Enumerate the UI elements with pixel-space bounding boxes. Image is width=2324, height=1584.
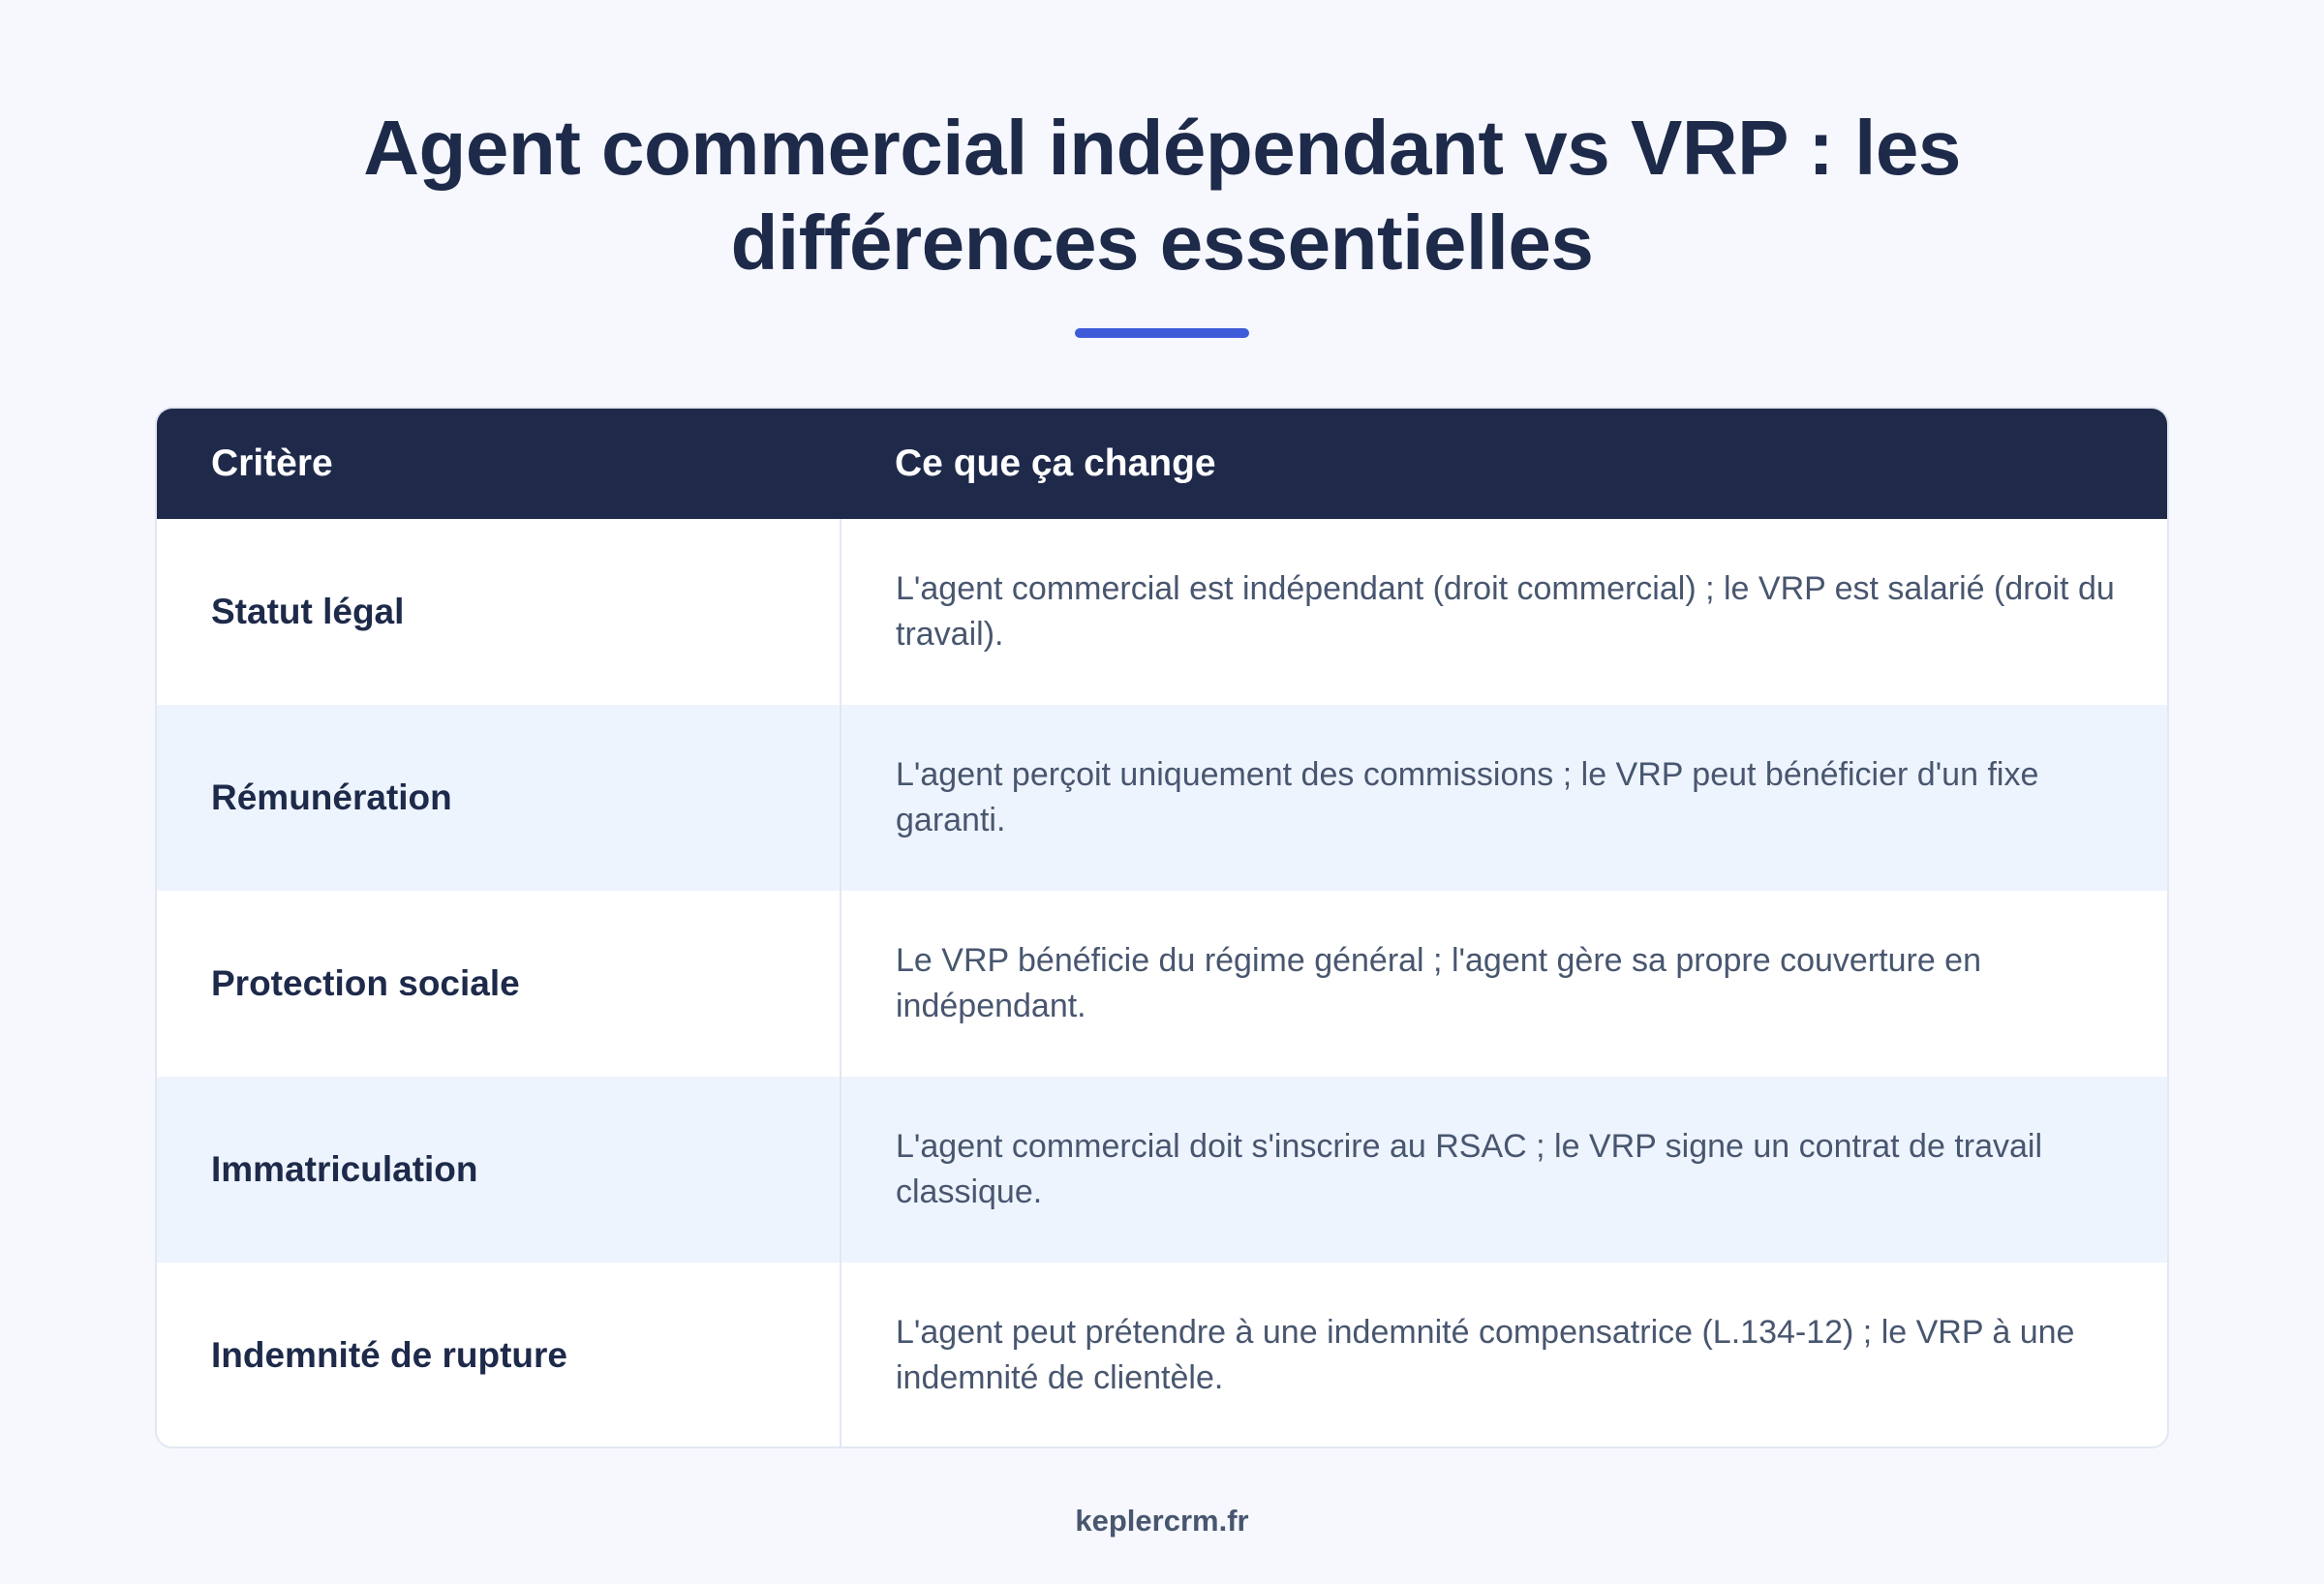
title-underline-accent	[1075, 328, 1249, 338]
change-cell: L'agent commercial est indépendant (droi…	[896, 570, 2115, 653]
criterion-cell: Indemnité de rupture	[157, 1263, 841, 1447]
change-cell: L'agent peut prétendre à une indemnité c…	[896, 1314, 2075, 1396]
column-header-criterion: Critère	[211, 442, 333, 484]
column-header-change: Ce que ça change	[895, 442, 1216, 484]
change-cell: L'agent commercial doit s'inscrire au RS…	[896, 1128, 2043, 1210]
table-row: Indemnité de rupture L'agent peut préten…	[157, 1263, 2167, 1447]
criterion-cell: Statut légal	[157, 519, 841, 705]
comparison-table-card: Critère Ce que ça change Statut légal L'…	[155, 407, 2169, 1448]
criterion-cell: Immatriculation	[157, 1077, 841, 1263]
table-row: Rémunération L'agent perçoit uniquement …	[157, 705, 2167, 891]
footer-brand-link[interactable]: keplercrm.fr	[1075, 1504, 1249, 1538]
criterion-cell: Protection sociale	[157, 891, 841, 1077]
table-header-row: Critère Ce que ça change	[157, 409, 2167, 519]
comparison-table: Critère Ce que ça change Statut légal L'…	[157, 409, 2167, 1447]
table-header: Critère Ce que ça change	[157, 409, 2167, 519]
change-cell: Le VRP bénéficie du régime général ; l'a…	[896, 942, 1982, 1024]
table-row: Protection sociale Le VRP bénéficie du r…	[157, 891, 2167, 1077]
page-title-line-2: différences essentielles	[730, 199, 1594, 286]
page-title: Agent commercial indépendant vs VRP : le…	[0, 101, 2324, 290]
change-cell: L'agent perçoit uniquement des commissio…	[896, 756, 2039, 838]
page-title-line-1: Agent commercial indépendant vs VRP : le…	[363, 105, 1961, 191]
table-row: Statut légal L'agent commercial est indé…	[157, 519, 2167, 705]
table-row: Immatriculation L'agent commercial doit …	[157, 1077, 2167, 1263]
criterion-cell: Rémunération	[157, 705, 841, 891]
table-body: Statut légal L'agent commercial est indé…	[157, 519, 2167, 1447]
